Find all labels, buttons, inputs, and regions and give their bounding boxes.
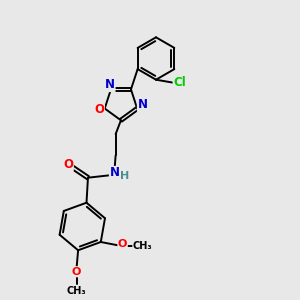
Text: Cl: Cl xyxy=(173,76,186,89)
Text: O: O xyxy=(63,158,73,171)
Text: N: N xyxy=(105,79,115,92)
Text: H: H xyxy=(120,171,129,181)
Text: N: N xyxy=(110,167,119,179)
Text: N: N xyxy=(137,98,148,112)
Text: CH₃: CH₃ xyxy=(67,286,86,296)
Text: O: O xyxy=(72,267,81,277)
Text: CH₃: CH₃ xyxy=(133,241,152,250)
Text: O: O xyxy=(94,103,104,116)
Text: O: O xyxy=(118,239,127,249)
